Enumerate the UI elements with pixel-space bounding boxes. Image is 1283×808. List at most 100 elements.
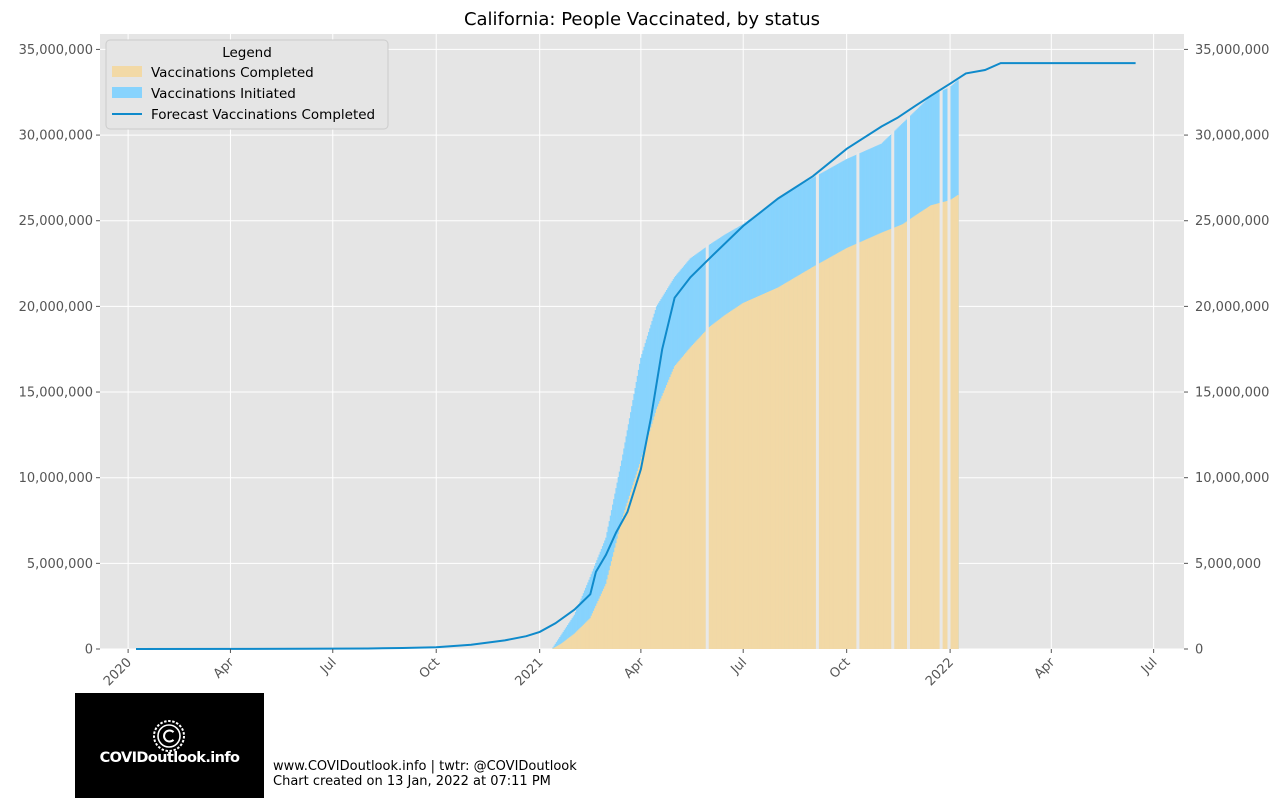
bar-completed bbox=[661, 395, 663, 649]
bar-completed bbox=[599, 596, 602, 649]
bar-completed bbox=[845, 248, 848, 650]
bar-completed bbox=[868, 238, 870, 649]
bar-completed bbox=[831, 256, 833, 649]
bar-completed bbox=[952, 197, 955, 649]
bar-completed bbox=[854, 244, 857, 649]
bar-completed bbox=[558, 645, 560, 649]
bar-completed bbox=[568, 637, 570, 649]
bar-completed bbox=[850, 246, 852, 649]
bar-completed bbox=[770, 290, 773, 649]
bar-completed bbox=[834, 254, 837, 649]
bar-completed bbox=[652, 420, 654, 649]
bar-completed bbox=[833, 255, 836, 649]
bar-completed bbox=[877, 234, 879, 650]
bar-completed bbox=[771, 290, 774, 649]
bar-completed bbox=[713, 323, 715, 649]
bar-completed bbox=[619, 525, 622, 649]
y-tick-label-right: 20,000,000 bbox=[1195, 300, 1269, 315]
bar-completed bbox=[768, 291, 770, 649]
bar-completed bbox=[600, 593, 603, 649]
bar-completed bbox=[651, 423, 653, 649]
bar-completed bbox=[609, 565, 612, 649]
legend-swatch-completed bbox=[112, 66, 142, 77]
bar-completed bbox=[610, 561, 613, 649]
bar-completed bbox=[853, 244, 856, 650]
bar-completed bbox=[917, 213, 920, 649]
bar-initiated bbox=[591, 571, 594, 649]
bar-completed bbox=[659, 401, 661, 649]
y-tick-label-right: 0 bbox=[1195, 643, 1203, 658]
bar-gap bbox=[939, 89, 943, 649]
bar-completed bbox=[760, 294, 762, 649]
bar-completed bbox=[886, 230, 888, 649]
bar-completed bbox=[695, 341, 697, 649]
bar-completed bbox=[836, 253, 839, 649]
bar-completed bbox=[637, 467, 640, 649]
bar-completed bbox=[943, 201, 946, 650]
bar-completed bbox=[915, 214, 918, 649]
bar-completed bbox=[605, 583, 607, 649]
legend-swatch-initiated bbox=[112, 87, 142, 98]
bar-completed bbox=[937, 203, 939, 649]
bar-completed bbox=[714, 322, 716, 649]
bar-completed bbox=[662, 393, 665, 649]
bar-completed bbox=[653, 416, 656, 649]
bar-completed bbox=[753, 297, 756, 649]
bar-completed bbox=[608, 570, 611, 649]
bar-completed bbox=[824, 260, 827, 649]
bar-completed bbox=[571, 635, 574, 649]
bar-completed bbox=[901, 224, 903, 650]
bar-completed bbox=[884, 231, 886, 650]
bar-initiated bbox=[579, 601, 581, 649]
bar-completed bbox=[920, 211, 922, 649]
bar-initiated bbox=[590, 574, 593, 649]
bar-completed bbox=[910, 218, 912, 649]
bar-completed bbox=[614, 547, 616, 649]
bar-completed bbox=[912, 217, 914, 650]
x-tick-label: Jul bbox=[1138, 655, 1160, 677]
bar-completed bbox=[879, 233, 882, 650]
bar-completed bbox=[746, 300, 749, 649]
bar-completed bbox=[748, 300, 750, 649]
bar-initiated bbox=[561, 633, 563, 649]
bar-completed bbox=[654, 412, 657, 649]
bar-completed bbox=[797, 275, 800, 649]
bar-completed bbox=[617, 534, 620, 649]
legend-label-forecast: Forecast Vaccinations Completed bbox=[151, 107, 375, 123]
bar-completed bbox=[735, 307, 738, 649]
bar-completed bbox=[745, 301, 748, 649]
bar-completed bbox=[757, 296, 759, 649]
bar-initiated bbox=[556, 640, 559, 649]
bar-completed bbox=[570, 636, 572, 649]
bar-completed bbox=[847, 247, 849, 649]
bar-completed bbox=[743, 302, 746, 649]
bar-completed bbox=[933, 204, 936, 649]
bar-completed bbox=[736, 306, 739, 649]
bar-gap bbox=[815, 173, 819, 649]
bar-completed bbox=[829, 257, 831, 649]
bar-completed bbox=[867, 238, 869, 649]
bar-gap bbox=[891, 130, 895, 649]
bar-completed bbox=[897, 225, 900, 649]
bar-completed bbox=[894, 227, 896, 649]
bar-completed bbox=[786, 282, 788, 649]
x-tick-label: Apr bbox=[1032, 655, 1059, 682]
bar-completed bbox=[778, 286, 780, 649]
bar-completed bbox=[580, 626, 583, 649]
bar-completed bbox=[642, 453, 644, 649]
bar-completed bbox=[945, 201, 948, 649]
bar-completed bbox=[872, 236, 875, 649]
bar-completed bbox=[630, 492, 632, 649]
bar-completed bbox=[636, 471, 639, 649]
bar-completed bbox=[957, 195, 959, 649]
bar-completed bbox=[704, 331, 706, 649]
bar-completed bbox=[639, 464, 641, 649]
bar-completed bbox=[732, 309, 734, 649]
bar-completed bbox=[814, 265, 816, 649]
bar-completed bbox=[660, 398, 662, 649]
bar-completed bbox=[696, 340, 698, 649]
bar-completed bbox=[688, 348, 690, 649]
bar-completed bbox=[772, 289, 775, 649]
bar-completed bbox=[712, 324, 714, 649]
bar-initiated bbox=[587, 582, 589, 649]
